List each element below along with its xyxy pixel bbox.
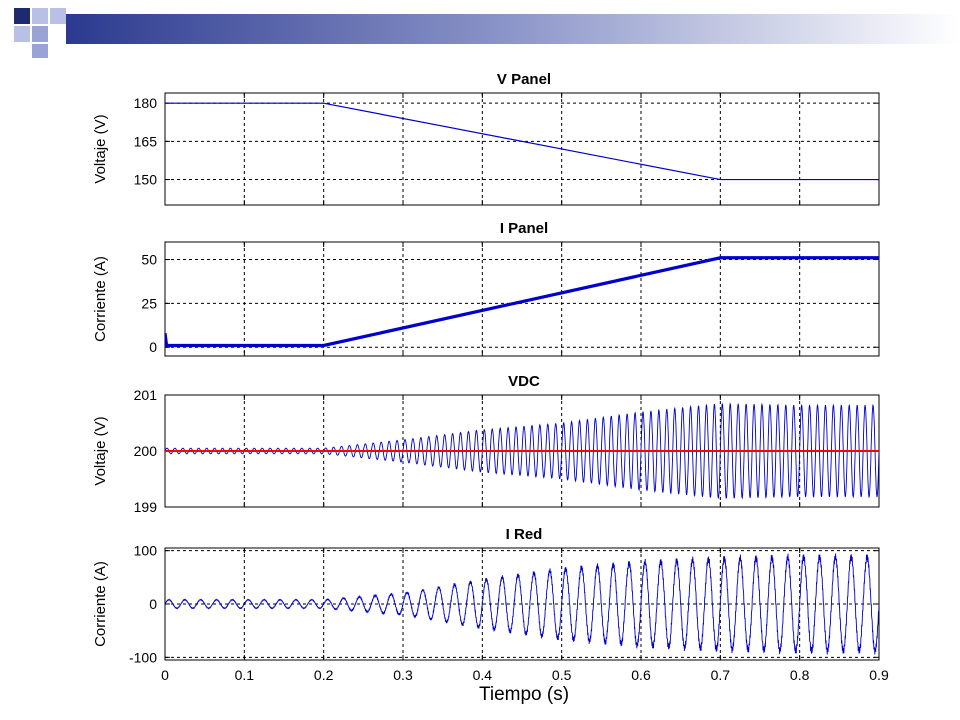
y-tick-label: 201 [134,387,158,403]
y-tick-label: 165 [134,133,158,149]
x-tick-label: 0.7 [711,667,731,683]
x-tick-label: 0.2 [314,667,334,683]
y-tick-label: 0 [149,339,157,355]
y-tick-label: 50 [141,252,157,268]
x-tick-label: 0 [161,667,169,683]
series-i-red-line [165,553,879,655]
subplot-title: V Panel [497,71,551,88]
deco-gradient-bar [66,14,960,44]
subplot-3: VDC Voltaje (V) 199 200 201 [92,373,880,515]
plot-frame [164,241,880,357]
x-axis-label: Tiempo (s) [479,684,569,705]
deco-square-1 [14,8,30,24]
y-axis-label: Voltaje (V) [92,114,109,183]
series-group [165,102,879,181]
x-tick-label: 0.4 [473,667,493,683]
x-tick-label: 0.8 [790,667,810,683]
deco-square-6 [32,44,48,58]
series-group [165,402,879,500]
y-tick-label: 100 [134,543,158,559]
x-tick-label: 0.9 [869,667,889,683]
slide-header-decoration [14,8,960,58]
x-tick-label: 0.3 [393,667,413,683]
subplot-2: I Panel Corriente (A) 0 25 50 [92,220,880,357]
y-tick-label: 150 [134,172,158,188]
deco-square-3 [50,8,66,24]
y-axis-label: Corriente (A) [92,256,109,342]
deco-square-4 [14,26,30,42]
y-tick-label: -100 [129,649,157,665]
subplot-title: VDC [508,373,540,390]
x-tick-label: 0.6 [631,667,651,683]
subplot-title: I Panel [500,220,548,237]
x-tick-label: 0.1 [235,667,255,683]
subplot-1: V Panel Voltaje (V) 150 165 180 [92,71,880,206]
deco-square-5 [32,26,48,42]
series-v-panel-line [165,102,879,181]
y-tick-label: 0 [149,596,157,612]
plot-frame [164,92,880,206]
y-tick-label: 25 [141,295,157,311]
series-group [165,256,879,348]
y-tick-label: 199 [134,499,158,515]
deco-square-2 [32,8,48,24]
series-group [165,553,879,655]
y-tick-label: 200 [134,443,158,459]
subplot-title: I Red [506,526,543,543]
y-axis-label: Corriente (A) [92,561,109,647]
x-tick-label: 0.5 [552,667,572,683]
series-i-panel-line [165,256,879,348]
y-axis-label: Voltaje (V) [92,416,109,485]
y-tick-label: 180 [134,95,158,111]
